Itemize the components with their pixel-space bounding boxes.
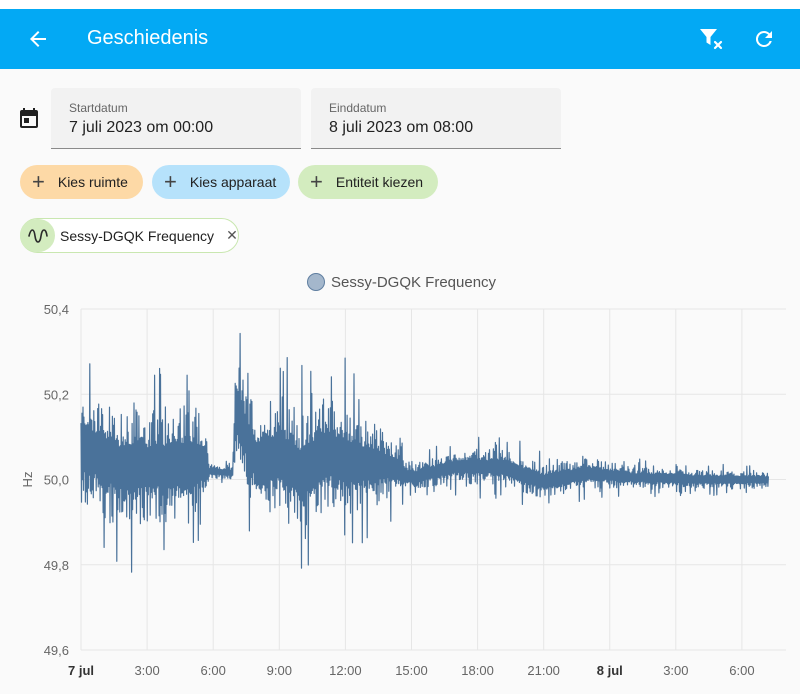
page-title: Geschiedenis	[87, 27, 209, 49]
selected-entity-chip[interactable]: Sessy-DGQK Frequency ✕	[20, 218, 239, 253]
choose-area-chip[interactable]: + Kies ruimte	[20, 165, 143, 199]
y-tick-label: 49,6	[44, 643, 69, 658]
sine-wave-icon	[20, 219, 55, 252]
choose-device-chip[interactable]: + Kies apparaat	[152, 165, 290, 199]
end-date-label: Einddatum	[329, 101, 387, 115]
choose-entity-chip[interactable]: + Entiteit kiezen	[298, 165, 438, 199]
plus-icon: +	[164, 169, 177, 194]
x-tick-label: 12:00	[329, 663, 362, 678]
filter-remove-icon	[700, 29, 723, 50]
x-tick-label: 3:00	[663, 663, 688, 678]
x-tick-label: 15:00	[395, 663, 428, 678]
choose-entity-label: Entiteit kiezen	[335, 174, 424, 190]
x-tick-label: 9:00	[267, 663, 292, 678]
y-tick-label: 50,4	[44, 302, 69, 317]
chart-legend-item[interactable]: Sessy-DGQK Frequency	[307, 273, 496, 291]
x-tick-label: 21:00	[527, 663, 560, 678]
status-strip	[0, 0, 800, 9]
x-tick-label: 6:00	[729, 663, 754, 678]
plus-icon: +	[32, 169, 45, 194]
plus-icon: +	[310, 169, 323, 194]
series-line-frequency	[80, 332, 769, 573]
y-tick-label: 49,8	[44, 558, 69, 573]
calendar-icon[interactable]	[17, 106, 41, 130]
y-tick-label: 50,0	[44, 473, 69, 488]
x-tick-label: 6:00	[201, 663, 226, 678]
legend-label: Sessy-DGQK Frequency	[331, 273, 497, 291]
y-tick-label: 50,2	[44, 387, 69, 402]
remove-entity-close-icon[interactable]: ✕	[226, 227, 238, 243]
end-date-value: 8 juli 2023 om 08:00	[329, 119, 474, 136]
x-tick-label: 7 jul	[68, 663, 94, 678]
x-tick-label: 3:00	[134, 663, 159, 678]
y-axis-label: Hz	[20, 472, 35, 488]
x-tick-label: 8 jul	[597, 663, 623, 678]
start-date-label: Startdatum	[69, 101, 128, 115]
x-tick-label: 18:00	[461, 663, 494, 678]
refresh-icon	[755, 30, 772, 47]
start-date-field[interactable]: Startdatum 7 juli 2023 om 00:00	[51, 88, 301, 149]
legend-marker	[307, 273, 325, 291]
choose-device-label: Kies apparaat	[189, 174, 277, 190]
end-date-field[interactable]: Einddatum 8 juli 2023 om 08:00	[311, 88, 561, 149]
back-button[interactable]	[24, 25, 52, 53]
app-bar: Geschiedenis	[0, 9, 800, 69]
refresh-button[interactable]	[749, 24, 779, 54]
arrow-left-icon	[30, 31, 46, 47]
start-date-value: 7 juli 2023 om 00:00	[69, 119, 214, 136]
selected-entity-label: Sessy-DGQK Frequency	[60, 227, 215, 244]
frequency-chart: 50,4 50,2 50,0 49,8 49,6 7 jul 3:00 6:00 9:00 12:…	[20, 302, 786, 678]
choose-area-label: Kies ruimte	[57, 174, 128, 190]
clear-filter-button[interactable]	[696, 24, 726, 54]
